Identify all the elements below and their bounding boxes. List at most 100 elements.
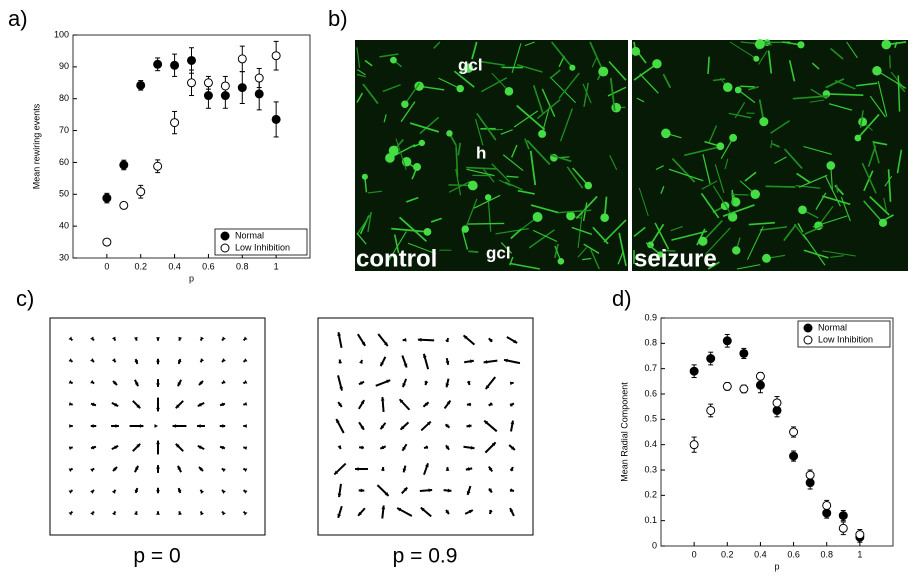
data-point xyxy=(739,348,749,358)
panel-label: c) xyxy=(16,286,34,311)
arrow-head xyxy=(111,489,116,494)
arrow-head xyxy=(197,402,202,407)
x-tick-label: 0.8 xyxy=(820,549,833,559)
arrow-head xyxy=(175,404,180,409)
y-tick-label: 0.4 xyxy=(644,439,657,449)
arrow-head xyxy=(339,386,343,391)
neurite xyxy=(356,73,366,78)
x-tick-label: 0.4 xyxy=(168,261,181,271)
data-point xyxy=(271,114,281,124)
arrow-head xyxy=(360,425,364,430)
arrow-head xyxy=(172,424,177,428)
plot-frame xyxy=(660,317,894,547)
soma xyxy=(463,63,474,73)
arrow-head xyxy=(198,466,203,471)
arrow-head xyxy=(243,490,248,494)
neurite xyxy=(455,146,459,177)
data-point xyxy=(102,193,112,203)
neurite xyxy=(433,41,441,49)
arrow-head xyxy=(156,360,160,365)
neurite xyxy=(861,162,877,194)
arrow-head xyxy=(402,446,406,451)
neurite xyxy=(589,41,605,72)
soma xyxy=(418,139,426,147)
arrow-head xyxy=(156,465,160,469)
neurite xyxy=(883,197,887,211)
legend-label: Normal xyxy=(235,230,264,240)
neurite xyxy=(876,70,907,89)
data-point xyxy=(838,511,848,521)
data-point xyxy=(271,51,281,61)
arrow-head xyxy=(139,424,144,428)
x-tick-label: 0.6 xyxy=(787,549,800,559)
data-point xyxy=(805,470,815,480)
neurite xyxy=(771,142,780,148)
arrow-head xyxy=(466,491,471,495)
neurite xyxy=(582,257,592,261)
arrow-head xyxy=(402,337,407,342)
arrow-head xyxy=(221,379,226,384)
arrow-head xyxy=(397,508,402,512)
neurite xyxy=(395,138,407,171)
arrow-head xyxy=(90,336,94,341)
y-tick-label: 0.3 xyxy=(644,464,657,474)
neurite xyxy=(516,63,543,73)
arrow-head xyxy=(337,445,341,450)
x-tick-label: 1 xyxy=(274,261,279,271)
soma xyxy=(461,225,469,233)
arrow-head xyxy=(491,442,496,447)
neurite xyxy=(867,145,877,168)
region-label: h xyxy=(476,143,486,162)
arrow-head xyxy=(243,380,248,384)
neurite xyxy=(655,165,664,171)
neurite xyxy=(550,153,572,163)
arrow-head xyxy=(156,440,160,445)
neurite xyxy=(400,101,416,123)
data-point xyxy=(706,405,716,415)
data-point xyxy=(822,500,832,510)
neurite xyxy=(608,61,627,81)
neurite xyxy=(731,189,734,206)
neurite xyxy=(572,167,589,187)
neurite xyxy=(873,141,888,146)
arrow-head xyxy=(219,424,224,428)
region-label: gcl xyxy=(486,243,511,262)
arrow-head xyxy=(337,332,342,337)
legend-label: Normal xyxy=(818,322,847,332)
soma xyxy=(723,82,733,92)
neurite xyxy=(811,62,820,70)
data-point xyxy=(855,530,865,540)
arrow-head xyxy=(336,419,340,424)
neurite xyxy=(364,59,373,67)
soma xyxy=(750,189,761,199)
neurite xyxy=(502,154,524,172)
neurite xyxy=(797,223,804,233)
soma xyxy=(826,161,836,170)
neurite xyxy=(453,70,475,88)
data-point xyxy=(689,366,699,376)
neurite xyxy=(510,228,522,240)
y-tick-label: 100 xyxy=(54,29,69,39)
soma xyxy=(557,257,565,265)
neurite xyxy=(822,250,856,257)
arrow-head xyxy=(220,402,224,407)
neurite xyxy=(382,84,401,93)
data-point xyxy=(789,451,799,461)
neurite xyxy=(649,223,665,246)
arrow-head xyxy=(222,511,226,516)
arrow-head xyxy=(156,487,160,492)
soma xyxy=(727,212,738,222)
neurite xyxy=(559,108,573,142)
neurite xyxy=(541,88,556,117)
neurite xyxy=(438,77,461,90)
arrow-head xyxy=(134,488,139,492)
data-point xyxy=(136,80,146,90)
neurite xyxy=(498,179,511,187)
arrow-head xyxy=(380,466,385,471)
data-point xyxy=(187,55,196,65)
data-point xyxy=(119,160,129,170)
soma xyxy=(631,46,641,56)
arrow-head xyxy=(484,420,489,425)
soma xyxy=(854,134,862,142)
neurite xyxy=(872,140,880,164)
